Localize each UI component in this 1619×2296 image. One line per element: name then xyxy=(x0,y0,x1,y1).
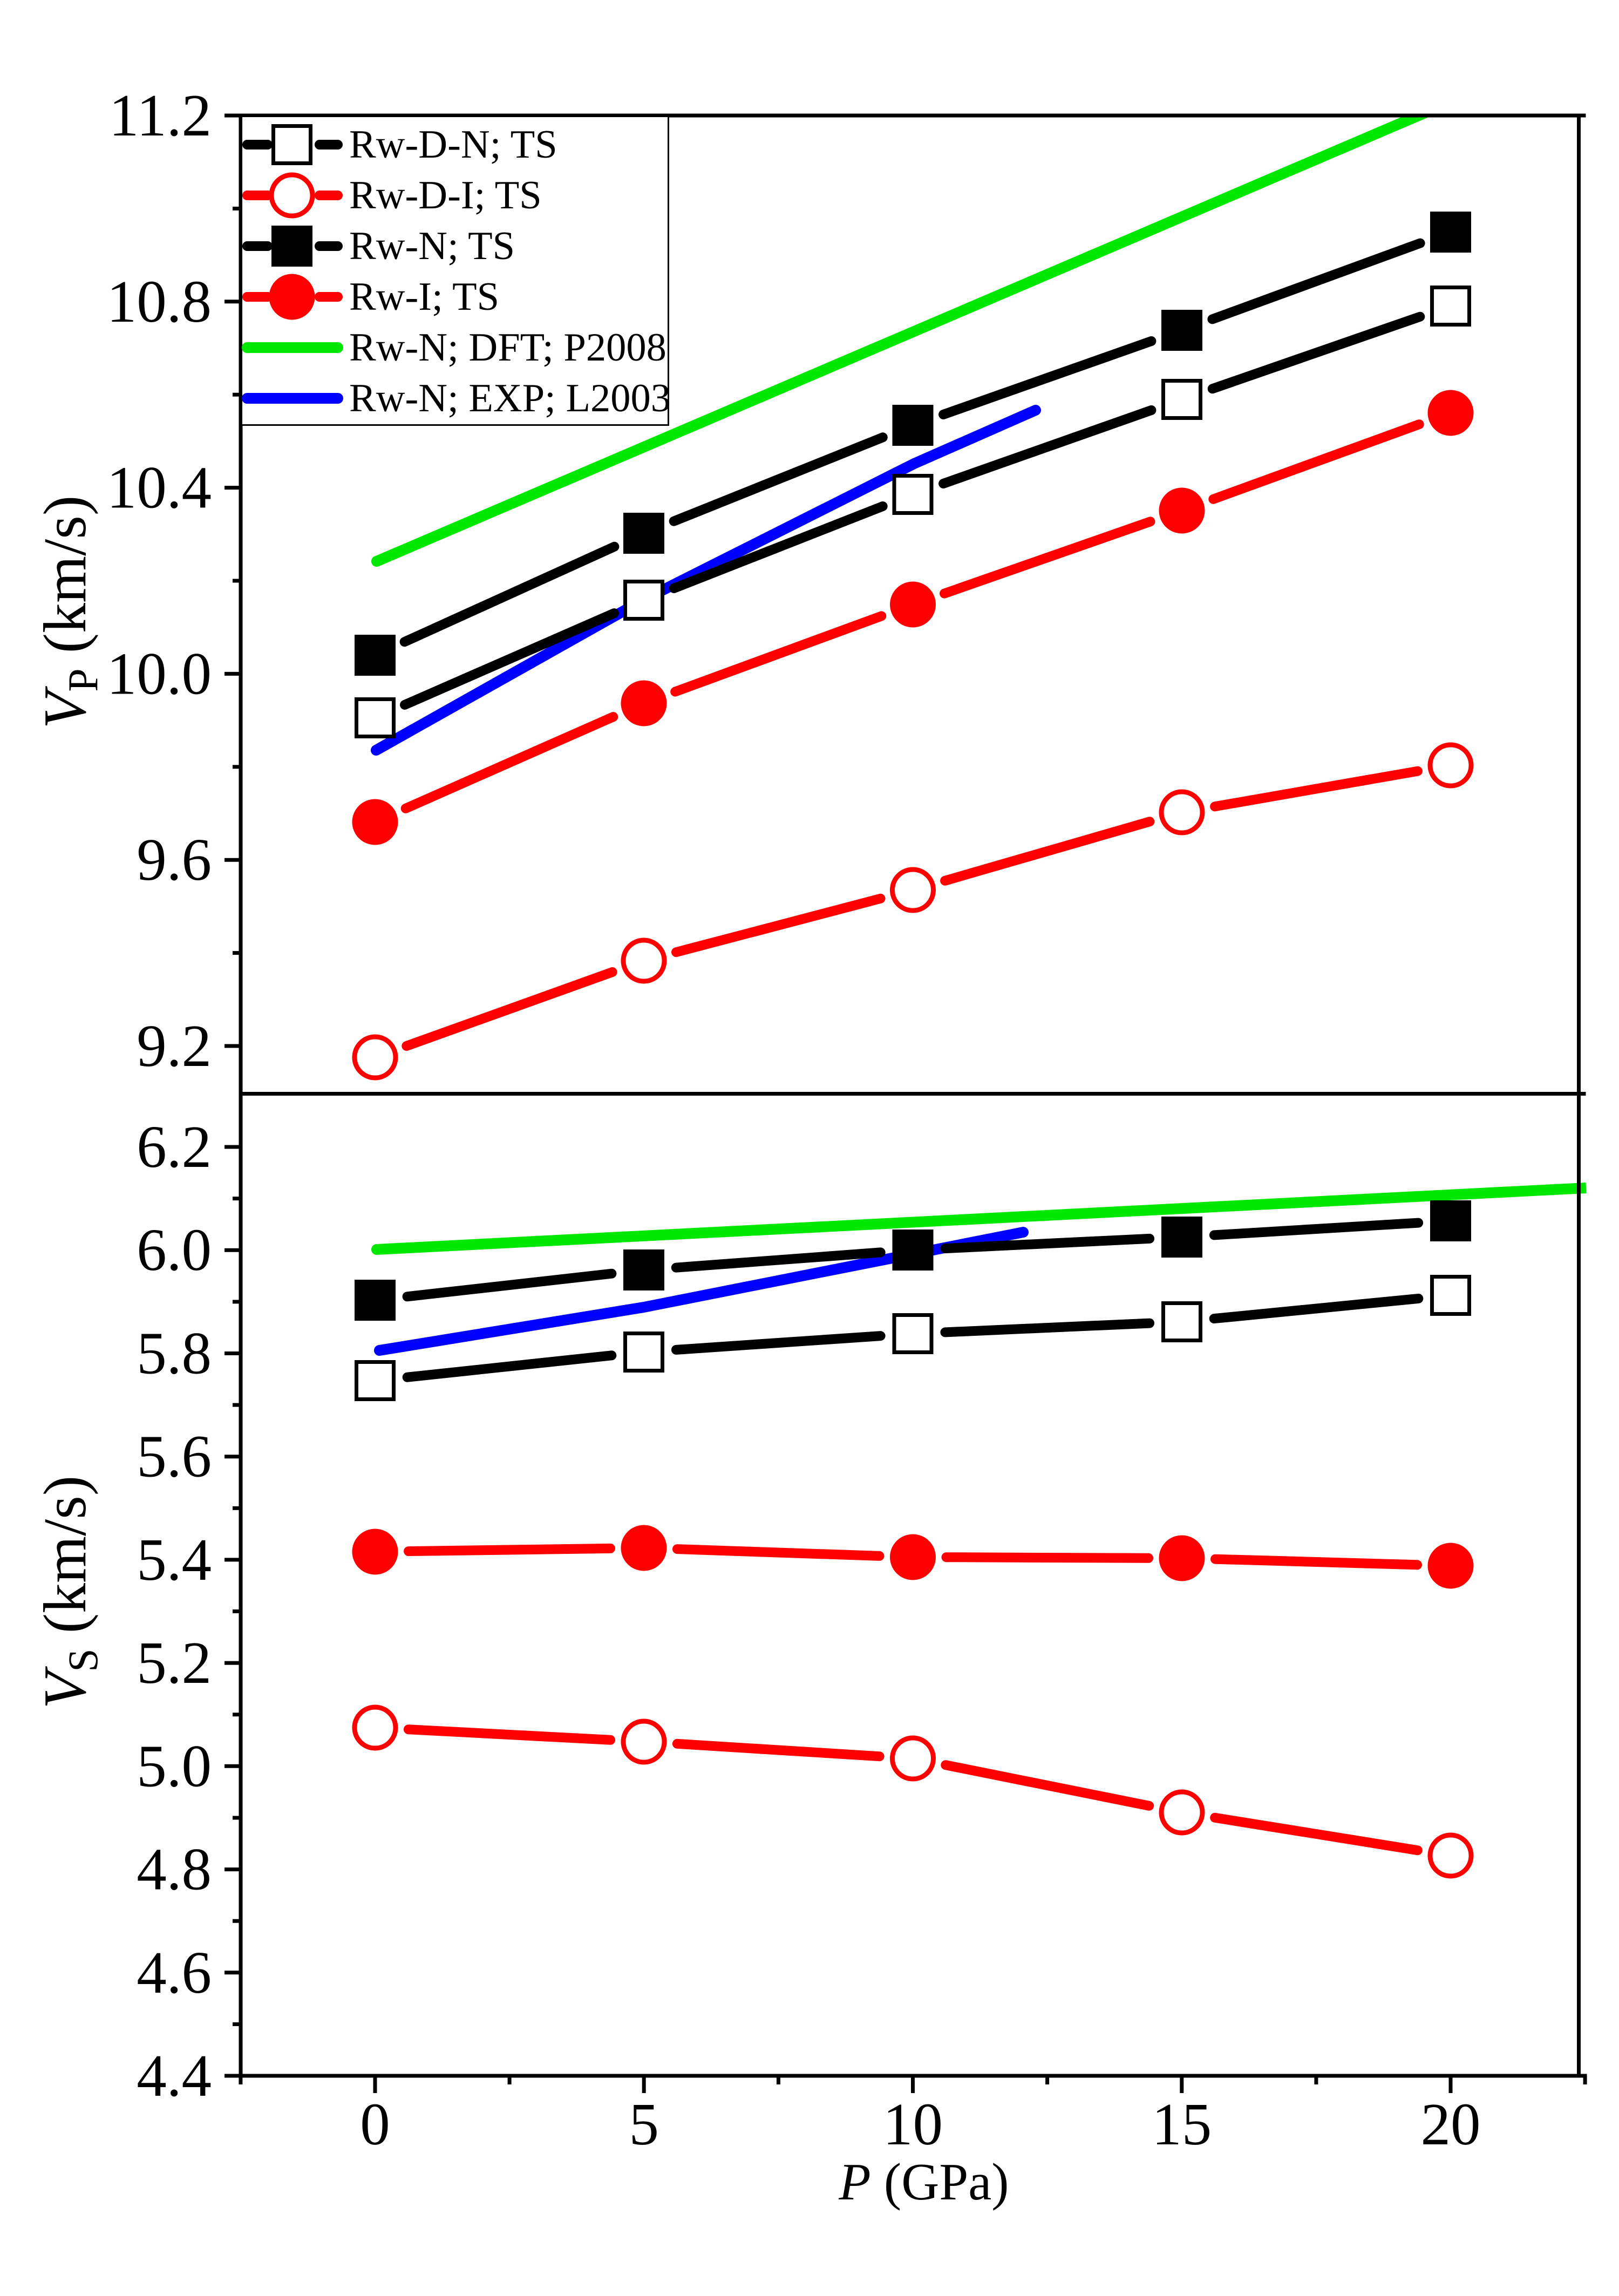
svg-text:Rw-D-N; TS: Rw-D-N; TS xyxy=(349,123,557,167)
svg-text:Rw-N; TS: Rw-N; TS xyxy=(349,224,515,268)
svg-text:11.2: 11.2 xyxy=(109,83,212,149)
svg-text:5.8: 5.8 xyxy=(137,1321,212,1387)
svg-text:5.4: 5.4 xyxy=(137,1527,212,1593)
svg-text:20: 20 xyxy=(1421,2091,1481,2158)
svg-text:10.0: 10.0 xyxy=(107,641,212,707)
svg-text:VP (km/s): VP (km/s) xyxy=(32,495,106,729)
svg-text:9.2: 9.2 xyxy=(137,1013,212,1079)
svg-text:10: 10 xyxy=(883,2091,943,2158)
svg-text:6.0: 6.0 xyxy=(137,1217,212,1283)
svg-text:9.6: 9.6 xyxy=(137,827,212,893)
svg-text:Rw-N; DFT; P2008: Rw-N; DFT; P2008 xyxy=(349,325,666,370)
svg-text:P (GPa): P (GPa) xyxy=(838,2153,1009,2211)
svg-text:4.8: 4.8 xyxy=(137,1837,212,1903)
svg-text:Rw-D-I; TS: Rw-D-I; TS xyxy=(349,173,542,218)
svg-text:VS (km/s): VS (km/s) xyxy=(32,1476,106,1709)
svg-text:5.0: 5.0 xyxy=(137,1733,212,1799)
svg-text:5.6: 5.6 xyxy=(137,1424,212,1490)
svg-text:4.4: 4.4 xyxy=(137,2043,212,2109)
svg-text:15: 15 xyxy=(1152,2091,1212,2158)
svg-text:4.6: 4.6 xyxy=(137,1940,212,2006)
svg-text:10.8: 10.8 xyxy=(107,269,212,335)
svg-text:6.2: 6.2 xyxy=(137,1114,212,1180)
svg-text:0: 0 xyxy=(360,2091,390,2158)
svg-text:10.4: 10.4 xyxy=(107,455,212,521)
svg-text:Rw-N; EXP; L2003: Rw-N; EXP; L2003 xyxy=(349,376,671,420)
svg-text:Rw-I; TS: Rw-I; TS xyxy=(349,275,499,319)
svg-text:5.2: 5.2 xyxy=(137,1630,212,1696)
svg-text:5: 5 xyxy=(629,2091,659,2158)
